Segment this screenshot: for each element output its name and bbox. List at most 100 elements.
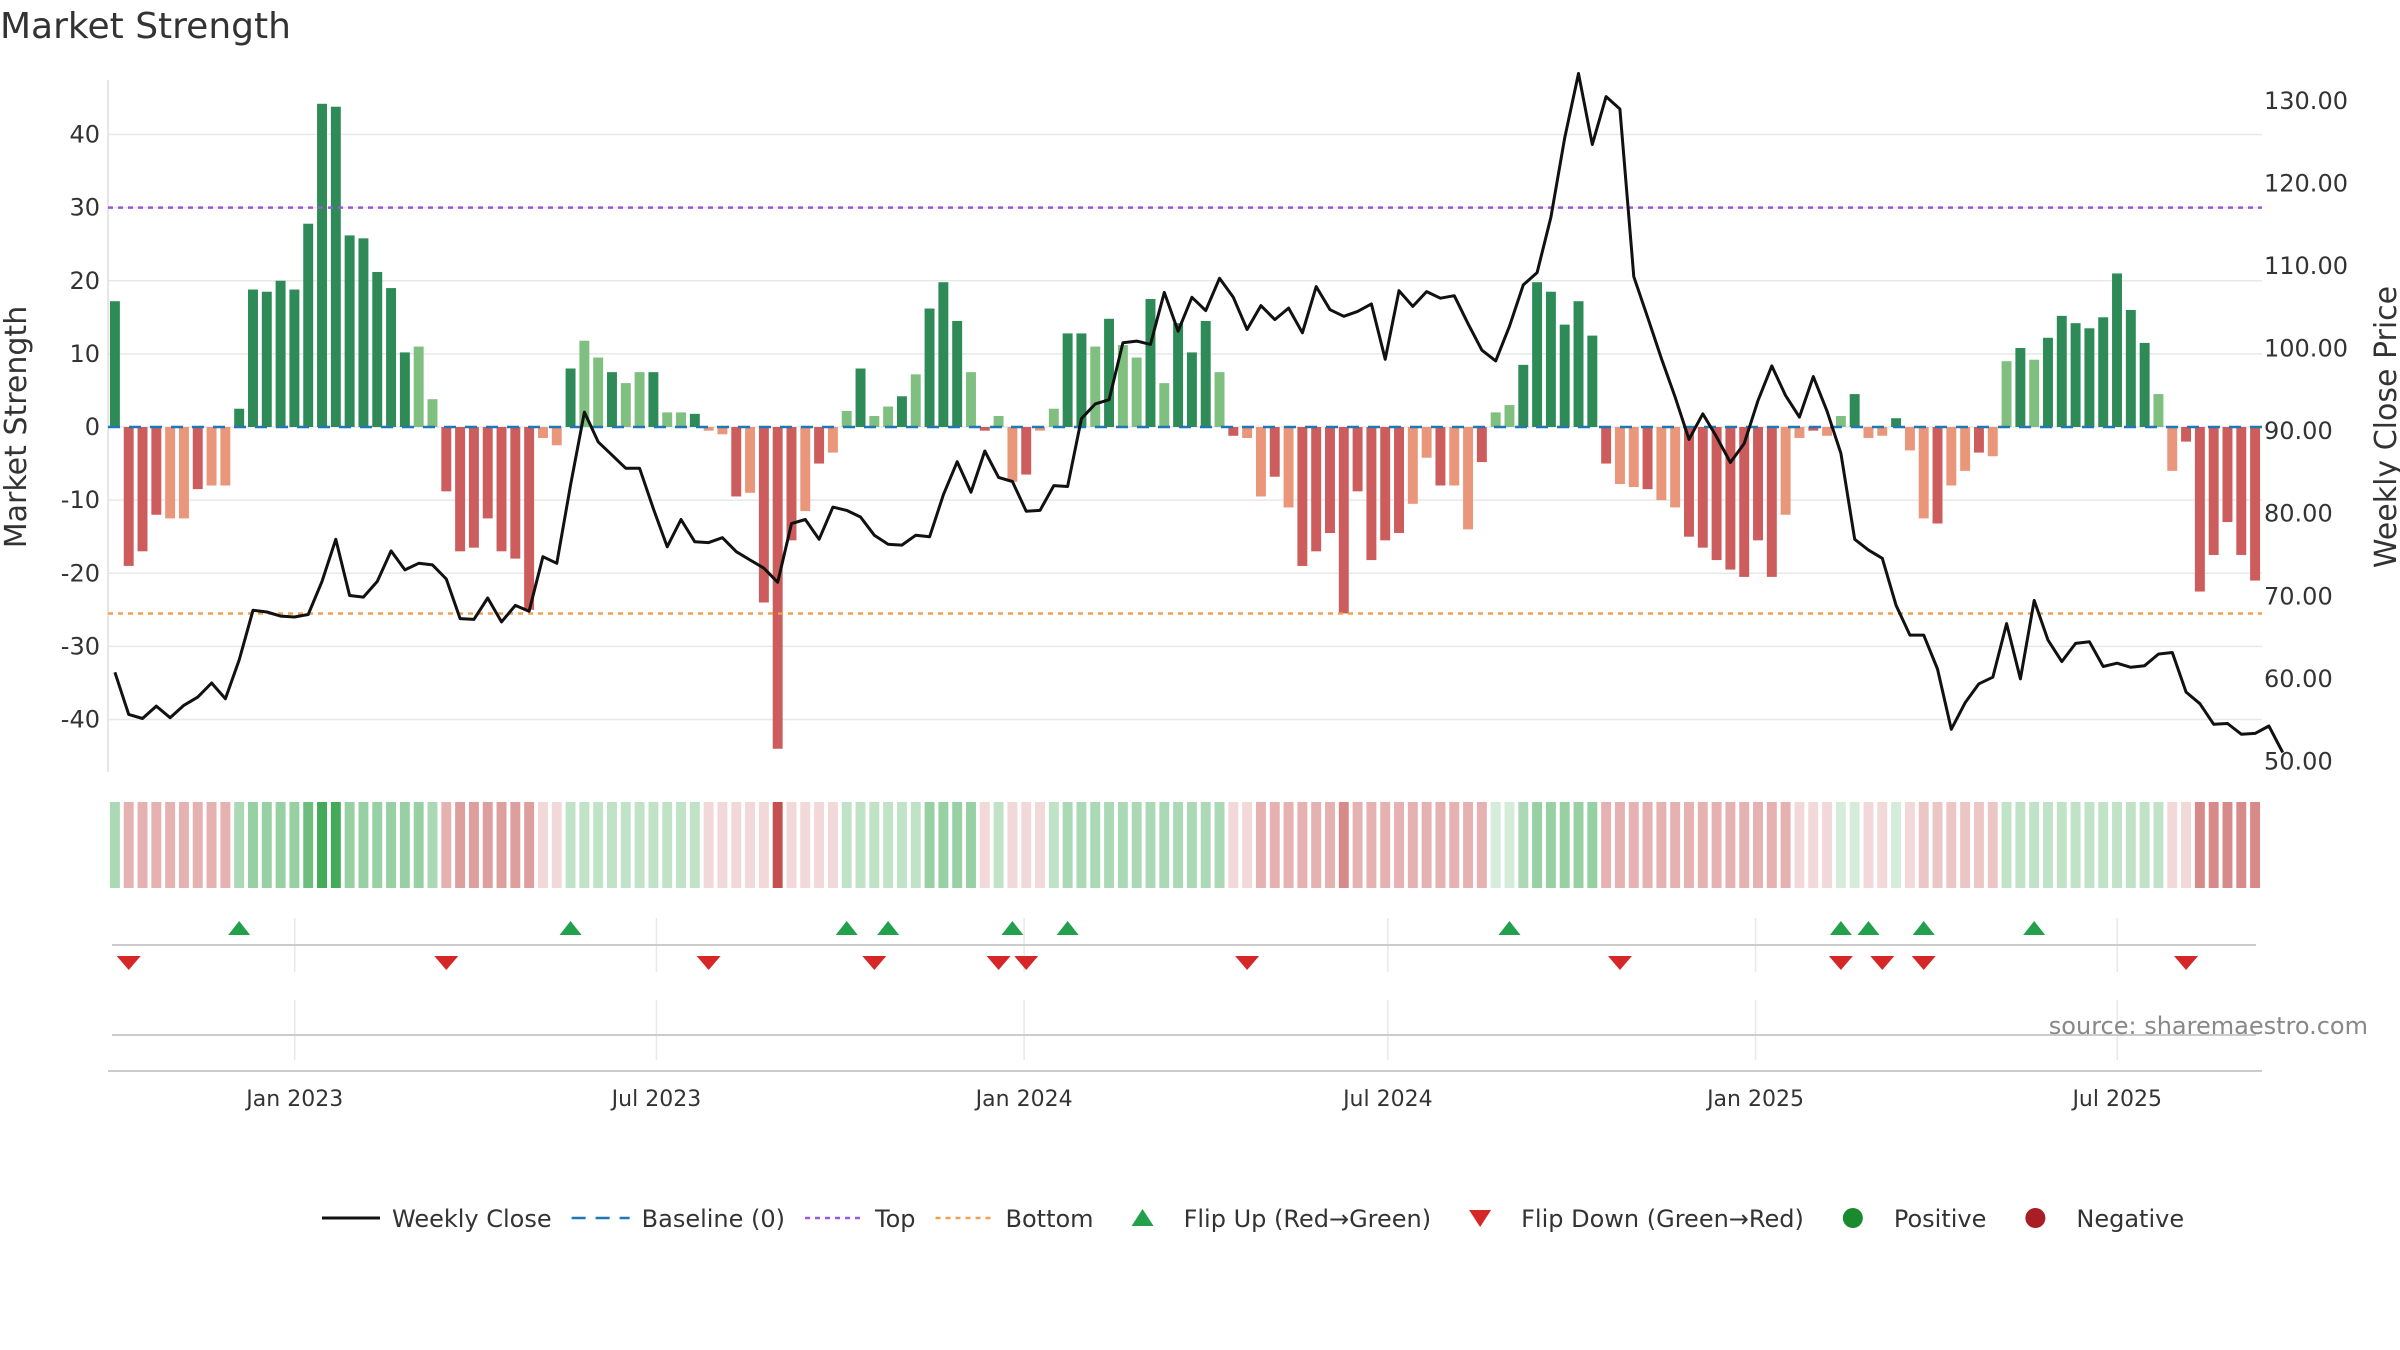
regime-cell (993, 802, 1004, 888)
strength-bar (1131, 357, 1142, 427)
strength-bar (1559, 324, 1570, 427)
strength-bar (1877, 427, 1888, 436)
regime-cell (1214, 802, 1225, 888)
strength-bar (1849, 394, 1860, 427)
strength-bar (883, 406, 894, 427)
right-tick-label: 110.00 (2264, 252, 2348, 280)
flip-down-marker (862, 956, 887, 970)
strength-bar (261, 291, 272, 427)
strength-bar (1932, 427, 1943, 524)
regime-cell (1104, 802, 1115, 888)
chart-title: Market Strength (0, 6, 291, 47)
regime-cell (648, 802, 659, 888)
regime-cell (1711, 802, 1722, 888)
x-tick-label: Jul 2023 (610, 1087, 702, 1112)
regime-cell (1614, 802, 1625, 888)
strength-bar (2167, 427, 2178, 471)
regime-cell (938, 802, 949, 888)
flip-down-marker (2174, 956, 2199, 970)
strength-bar (938, 282, 949, 427)
strength-bar (2250, 427, 2261, 581)
regime-cell (1918, 802, 1929, 888)
strength-bar (551, 427, 562, 446)
strength-bar (827, 427, 838, 453)
strength-bar (1573, 301, 1584, 427)
flip-down-marker (434, 956, 459, 970)
right-tick-label: 60.00 (2264, 665, 2333, 693)
regime-cell (151, 802, 162, 888)
strength-bar (1904, 427, 1915, 451)
regime-cell (579, 802, 590, 888)
strength-bar (896, 396, 907, 427)
strength-bar (372, 271, 383, 427)
flip-up-marker (1829, 921, 1852, 935)
x-tick-label: Jan 2024 (974, 1087, 1073, 1112)
regime-cell (399, 802, 410, 888)
regime-cell (896, 802, 907, 888)
regime-cell (234, 802, 245, 888)
regime-cell (620, 802, 631, 888)
legend-label: Bottom (1006, 1205, 1094, 1233)
strength-bar (1670, 427, 1681, 508)
flip-down-marker (1607, 956, 1632, 970)
regime-cell (372, 802, 383, 888)
strength-bar (634, 372, 645, 427)
strength-bar (496, 427, 507, 552)
left-tick-label: -40 (61, 706, 100, 734)
strength-bar (855, 368, 866, 427)
strength-bar (1918, 427, 1929, 519)
strength-bar (786, 427, 797, 541)
flip-down-marker (1870, 956, 1895, 970)
regime-cell (1035, 802, 1045, 888)
flip-down-marker (1828, 956, 1853, 970)
left-tick-label: -30 (61, 632, 100, 660)
legend: Weekly Close Baseline (0) Top Bottom Flip Up… (322, 1205, 2184, 1233)
strength-bar (1642, 427, 1653, 490)
regime-cell (827, 802, 838, 888)
legend-label: Top (874, 1205, 916, 1233)
strength-bar (1504, 405, 1515, 427)
left-tick-label: 30 (69, 194, 100, 222)
regime-cell (1242, 802, 1253, 888)
strength-bar (1822, 427, 1833, 436)
strength-bar (137, 427, 148, 552)
regime-cell (1490, 802, 1501, 888)
legend-flip-up-icon (1131, 1209, 1154, 1226)
regime-cell (1076, 802, 1087, 888)
flip-up-marker (877, 921, 900, 935)
strength-bar (2098, 317, 2109, 427)
regime-cell (1518, 802, 1529, 888)
regime-cell (137, 802, 148, 888)
regime-cell (1656, 802, 1667, 888)
strength-bar (1338, 427, 1349, 614)
regime-cell (676, 802, 686, 888)
strength-bar (910, 374, 921, 427)
regime-cell (717, 802, 728, 888)
strength-bar (220, 427, 231, 486)
regime-cell (1545, 802, 1556, 888)
regime-cell (289, 802, 300, 888)
strength-bar (2153, 394, 2164, 427)
x-tick-label: Jan 2023 (244, 1087, 343, 1112)
regime-cell (1504, 802, 1515, 888)
strength-bar (979, 427, 990, 431)
regime-cell (2112, 802, 2122, 888)
regime-cell (386, 802, 397, 888)
strength-bar (607, 372, 617, 427)
regime-cell (1780, 802, 1791, 888)
strength-bar (1311, 427, 1322, 552)
regime-cell (786, 802, 797, 888)
strength-bar (869, 416, 880, 427)
strength-bar (1035, 427, 1045, 431)
regime-cell (2043, 802, 2053, 888)
strength-bar (1048, 408, 1059, 427)
strength-bar (192, 427, 203, 490)
regime-cell (607, 802, 617, 888)
strength-bar (1325, 427, 1335, 534)
strength-bar (2070, 323, 2081, 427)
strength-bar (1117, 345, 1128, 427)
regime-cell (2139, 802, 2150, 888)
regime-cell (441, 802, 452, 888)
strength-bar (151, 427, 162, 515)
left-axis: 40 30 20 10 0 -10 -20 -30 -40 (61, 121, 100, 734)
